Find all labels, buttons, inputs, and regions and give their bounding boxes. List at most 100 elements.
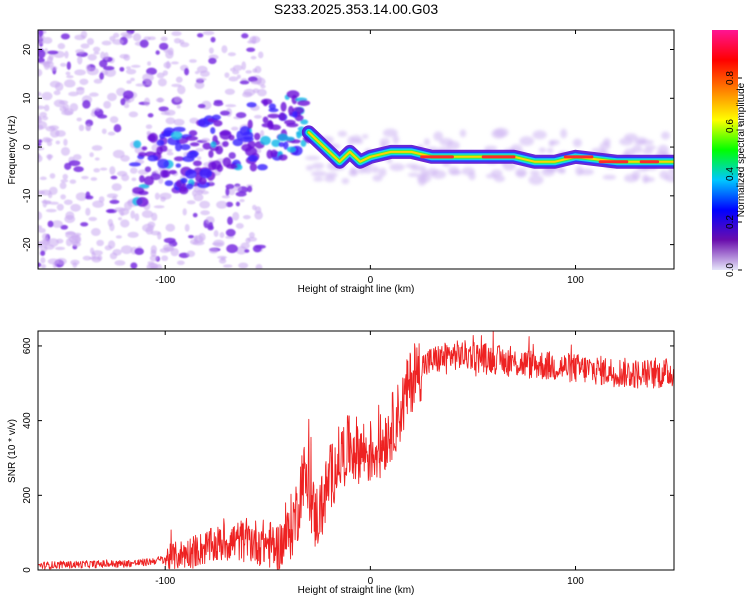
spectrogram-noise-blob bbox=[110, 175, 118, 180]
spectrogram-noise-blob bbox=[96, 239, 105, 247]
spectrogram-noise-blob bbox=[145, 226, 154, 235]
spectrogram-noise-blob bbox=[194, 71, 200, 75]
spectrogram-noise-blob bbox=[160, 111, 171, 116]
spectrogram-halo-blob bbox=[468, 171, 476, 181]
spectrogram-noise-blob bbox=[260, 130, 265, 137]
spectrogram-noise-blob bbox=[109, 166, 116, 175]
spectrogram-halo-blob bbox=[389, 163, 405, 171]
spectrogram-noise-blob bbox=[239, 80, 250, 85]
colorbar-label: Normalized spectral amplitude bbox=[736, 82, 747, 217]
spectrogram-halo-blob bbox=[433, 131, 444, 142]
spectrogram-noise-blob bbox=[75, 49, 85, 55]
spectrogram-mid-blob bbox=[185, 136, 198, 141]
spectrogram-mid-blob bbox=[268, 103, 276, 110]
spectrogram-noise-blob bbox=[225, 187, 230, 196]
spectrogram-noise-blob bbox=[143, 97, 151, 107]
spectrogram-mid-blob bbox=[278, 141, 285, 148]
spectrogram-noise-blob bbox=[38, 142, 42, 147]
spectrogram-noise-blob bbox=[202, 30, 215, 36]
spectrogram-noise-blob bbox=[120, 219, 130, 228]
spectrogram-mid-blob bbox=[236, 130, 243, 141]
spectrogram-noise-blob bbox=[231, 126, 239, 131]
spectrogram-noise-blob bbox=[77, 55, 83, 65]
spectrogram-noise-blob bbox=[241, 61, 247, 71]
spectrogram-noise-blob bbox=[100, 51, 106, 60]
spectrogram-noise-blob bbox=[120, 98, 126, 106]
spectrogram-mid-blob bbox=[170, 131, 183, 140]
spectrogram-noise-blob bbox=[91, 250, 103, 256]
spectrogram-noise-blob bbox=[135, 83, 146, 87]
spectrogram-noise-blob bbox=[79, 78, 89, 85]
spectrogram-noise-blob bbox=[70, 259, 80, 266]
spectrogram-noise-blob bbox=[196, 33, 204, 38]
spectrogram-noise-blob bbox=[153, 205, 165, 209]
spectrogram-noise-blob bbox=[254, 65, 262, 74]
spectrogram-noise-blob bbox=[249, 231, 255, 239]
spectrogram-noise-blob bbox=[130, 64, 141, 68]
spectrogram-noise-blob bbox=[42, 116, 49, 121]
spectrogram-noise-blob bbox=[241, 33, 249, 39]
spectrogram-noise-blob bbox=[38, 30, 44, 37]
spectrogram-mid-blob bbox=[267, 113, 280, 119]
spectrogram-ridge bbox=[301, 125, 674, 169]
spectrogram-halo-blob bbox=[349, 166, 357, 172]
spectrogram-noise-blob bbox=[216, 200, 228, 209]
spectrogram-noise-blob bbox=[112, 149, 125, 159]
spectrogram-halo-blob bbox=[491, 128, 506, 139]
chart-title: S233.2025.353.14.00.G03 bbox=[274, 1, 438, 17]
spectrogram-noise-blob bbox=[147, 61, 152, 66]
spectrogram-halo-blob bbox=[548, 140, 555, 147]
spectrogram-noise-blob bbox=[252, 244, 262, 253]
spectrogram-mid-blob bbox=[280, 101, 287, 112]
spectrogram-noise-blob bbox=[158, 177, 164, 185]
colorbar-gradient bbox=[712, 30, 738, 270]
spectrogram-noise-blob bbox=[59, 181, 67, 190]
spectrogram-noise-blob bbox=[175, 76, 183, 83]
spectrogram-noise-blob bbox=[247, 40, 256, 44]
spectrogram-noise-blob bbox=[200, 210, 210, 216]
spectrogram-noise-blob bbox=[166, 151, 174, 156]
spectrogram-mid-blob bbox=[156, 146, 163, 155]
spectrogram-noise-blob bbox=[99, 72, 104, 80]
spectrogram-mid-blob bbox=[186, 151, 198, 159]
spectrogram-noise-blob bbox=[89, 92, 99, 97]
spectrogram-noise-blob bbox=[88, 216, 98, 222]
spectrogram-noise-blob bbox=[38, 40, 45, 45]
spectrogram-halo-blob bbox=[426, 168, 439, 176]
spectrogram-mid-blob bbox=[270, 124, 281, 131]
spectrogram-mid-blob bbox=[202, 142, 212, 150]
spectrogram-noise-blob bbox=[139, 39, 149, 48]
spectrogram-noise-blob bbox=[49, 65, 58, 71]
spectrogram-noise-blob bbox=[156, 263, 163, 269]
spectrogram-noise-blob bbox=[147, 113, 154, 118]
spectrogram-noise-blob bbox=[65, 211, 75, 220]
spectrogram-noise-blob bbox=[130, 77, 135, 82]
spectrogram-mid-blob bbox=[226, 163, 238, 170]
spectrogram-noise-blob bbox=[150, 249, 157, 257]
snr-panel: -100 0 100 0 200 400 600 Height of straight li… bbox=[7, 330, 675, 596]
spectrogram-noise-blob bbox=[171, 31, 182, 37]
spectrogram-noise-blob bbox=[210, 36, 216, 43]
snr-x-label: Height of straight line (km) bbox=[298, 585, 415, 596]
spectrogram-noise-blob bbox=[53, 99, 65, 108]
spectrogram-noise-blob bbox=[95, 106, 100, 112]
snr-x-tick-label: -100 bbox=[155, 576, 175, 587]
spectrogram-noise-blob bbox=[85, 191, 91, 199]
spectrogram-noise-blob bbox=[170, 247, 179, 257]
spectrogram-noise-blob bbox=[72, 154, 82, 161]
spectrogram-noise-blob bbox=[38, 154, 43, 163]
spectrogram-mid-blob bbox=[148, 132, 158, 143]
spectrogram-noise-blob bbox=[134, 247, 144, 256]
spectrogram-noise-blob bbox=[235, 246, 247, 255]
spectrogram-noise-blob bbox=[225, 228, 236, 237]
spectrogram-noise-blob bbox=[219, 232, 225, 238]
spectrogram-halo-blob bbox=[599, 142, 611, 151]
spectrogram-noise-blob bbox=[128, 111, 139, 118]
spectrogram-mid-blob bbox=[262, 116, 269, 124]
spectrogram-halo-blob bbox=[407, 172, 420, 177]
spectrogram-y-tick-label: 0 bbox=[22, 144, 33, 150]
spectrogram-mid-blob bbox=[215, 145, 224, 155]
colorbar-tick-label: 0.8 bbox=[725, 71, 736, 85]
snr-marks bbox=[38, 331, 674, 570]
spectrogram-noise-blob bbox=[260, 84, 266, 89]
